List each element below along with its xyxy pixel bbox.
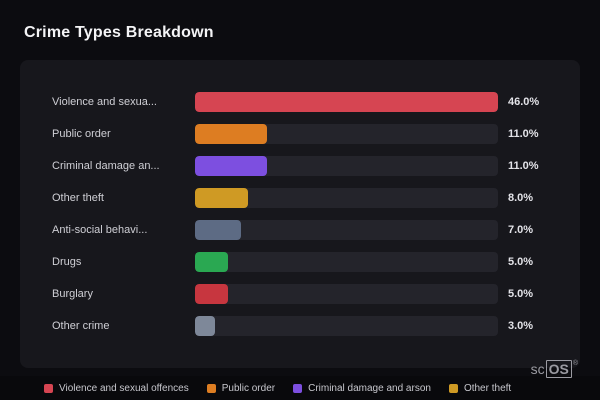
- legend-swatch: [44, 383, 53, 393]
- legend-swatch: [293, 383, 303, 393]
- legend-strip: Violence and sexual offences Public orde…: [0, 376, 600, 400]
- page-title: Crime Types Breakdown: [24, 24, 214, 41]
- row-value: 11.0%: [508, 160, 539, 172]
- legend-item[interactable]: Criminal damage and arson: [293, 383, 431, 394]
- chart-row: Violence and sexua... 46.0%: [52, 86, 560, 118]
- legend-swatch: [448, 383, 458, 393]
- bar[interactable]: [195, 252, 228, 272]
- chart-row: Criminal damage an... 11.0%: [52, 150, 560, 182]
- row-label: Criminal damage an...: [52, 160, 160, 172]
- bar-track: [195, 188, 498, 208]
- bar-track: [195, 124, 498, 144]
- watermark-box: OS: [545, 360, 572, 378]
- row-value: 7.0%: [508, 224, 534, 236]
- legend-label: Violence and sexual offences: [59, 382, 189, 394]
- row-value: 8.0%: [508, 192, 534, 204]
- chart-row: Drugs 5.0%: [52, 246, 560, 278]
- chart-row: Other crime 3.0%: [52, 310, 560, 342]
- chart-row: Anti-social behavi... 7.0%: [52, 214, 560, 246]
- chart-row: Public order 11.0%: [52, 118, 560, 150]
- row-label: Other crime: [52, 320, 110, 332]
- bar[interactable]: [195, 220, 242, 240]
- bar[interactable]: [195, 124, 268, 144]
- bar-track: [195, 156, 498, 176]
- row-label: Burglary: [52, 288, 93, 300]
- row-value: 11.0%: [508, 128, 539, 140]
- bar[interactable]: [195, 92, 498, 112]
- legend-label: Public order: [221, 382, 276, 394]
- registered-icon: ®: [572, 360, 578, 367]
- bar[interactable]: [195, 316, 215, 336]
- chart-rows: Violence and sexua... 46.0% Public order…: [52, 86, 560, 342]
- row-label: Other theft: [52, 192, 104, 204]
- legend-label: Other theft: [463, 382, 512, 394]
- chart-row: Burglary 5.0%: [52, 278, 560, 310]
- bar-track: [195, 252, 498, 272]
- row-value: 5.0%: [508, 256, 534, 268]
- watermark-logo: sc OS ®: [531, 360, 578, 378]
- bar-track: [195, 284, 498, 304]
- row-value: 46.0%: [508, 96, 540, 108]
- legend: Violence and sexual offences Public orde…: [44, 383, 511, 394]
- legend-item[interactable]: Violence and sexual offences: [44, 383, 189, 394]
- row-label: Public order: [52, 128, 111, 140]
- bar-track: [195, 316, 498, 336]
- row-label: Anti-social behavi...: [52, 224, 148, 236]
- bar[interactable]: [195, 188, 248, 208]
- row-label: Violence and sexua...: [52, 96, 157, 108]
- bar-track: [195, 220, 498, 240]
- row-label: Drugs: [52, 256, 82, 268]
- legend-item[interactable]: Other theft: [448, 382, 512, 394]
- legend-item[interactable]: Public order: [206, 382, 276, 394]
- legend-label: Criminal damage and arson: [308, 382, 431, 394]
- row-value: 3.0%: [508, 320, 534, 332]
- legend-swatch: [206, 383, 216, 393]
- bar[interactable]: [195, 284, 228, 304]
- chart-row: Other theft 8.0%: [52, 182, 560, 214]
- row-value: 5.0%: [508, 288, 534, 300]
- watermark-prefix: sc: [530, 361, 545, 377]
- bar[interactable]: [195, 156, 268, 176]
- bar-track: [195, 92, 498, 112]
- chart-card: Violence and sexua... 46.0% Public order…: [20, 60, 580, 368]
